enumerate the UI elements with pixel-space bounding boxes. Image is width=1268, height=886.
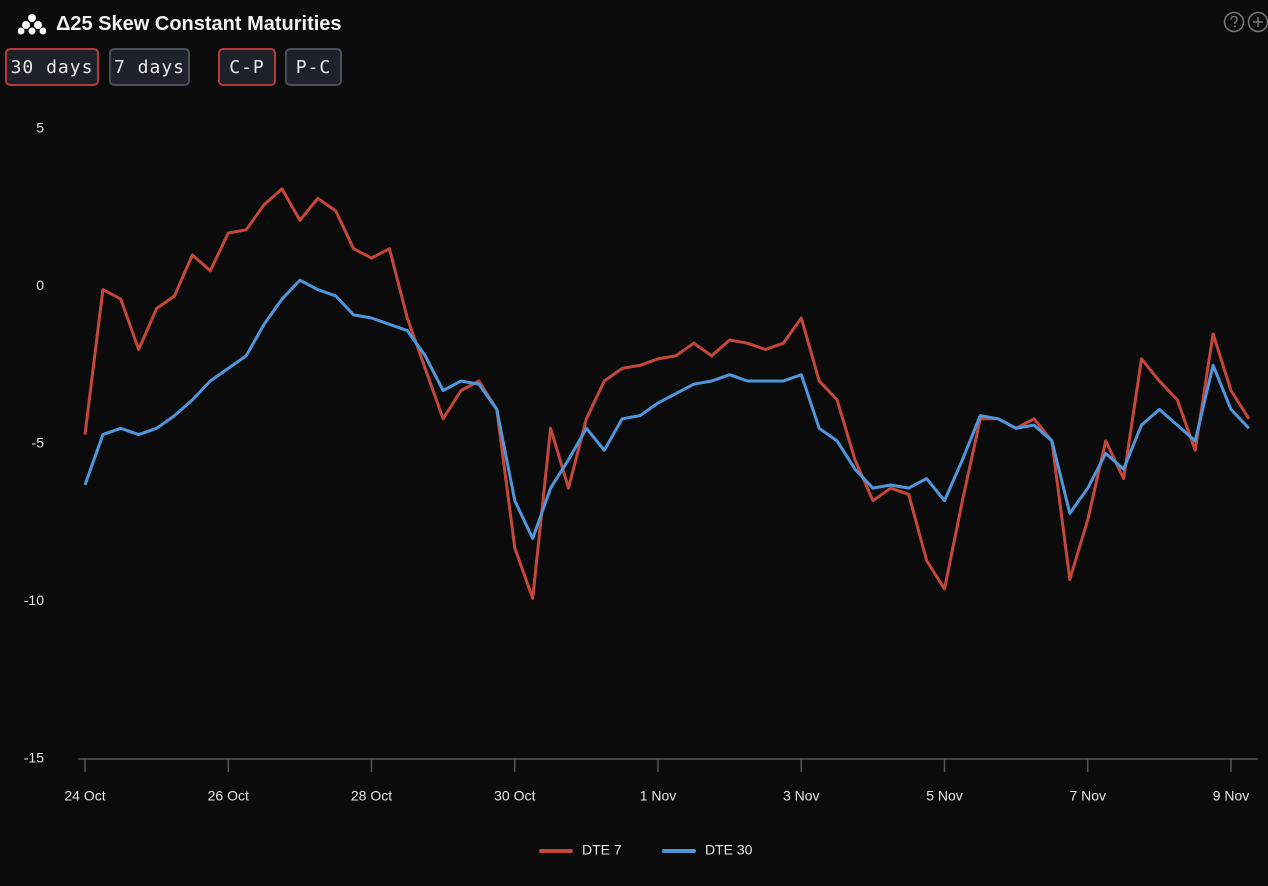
x-tick-label: 24 Oct bbox=[64, 788, 105, 804]
y-tick-label: -5 bbox=[32, 435, 45, 451]
x-tick-label: 28 Oct bbox=[351, 788, 392, 804]
x-tick-label: 3 Nov bbox=[783, 788, 820, 804]
y-tick-label: 0 bbox=[36, 277, 44, 293]
x-tick-label: 30 Oct bbox=[494, 788, 535, 804]
x-tick-label: 7 Nov bbox=[1069, 788, 1106, 804]
line-series bbox=[83, 278, 1250, 540]
y-tick-label: -10 bbox=[24, 592, 44, 608]
title: Δ25 Skew Constant Maturities bbox=[56, 12, 342, 35]
legend-label: DTE 30 bbox=[705, 842, 753, 858]
button[interactable]: C-P bbox=[218, 48, 276, 86]
help-icons[interactable] bbox=[1222, 10, 1268, 34]
button[interactable]: P-C bbox=[285, 48, 342, 86]
y-tick-label: 5 bbox=[36, 120, 44, 136]
x-tick-label: 1 Nov bbox=[640, 788, 677, 804]
x-tick-label: 5 Nov bbox=[926, 788, 963, 804]
legend-label: DTE 7 bbox=[582, 842, 622, 858]
header: Δ25 Skew Constant Maturities bbox=[18, 10, 342, 38]
button[interactable]: 7 days bbox=[109, 48, 190, 86]
logo bbox=[18, 14, 46, 35]
x-tick-label: 9 Nov bbox=[1213, 788, 1250, 804]
x-tick-label: 26 Oct bbox=[208, 788, 249, 804]
y-tick-label: -15 bbox=[24, 750, 44, 766]
button[interactable]: 30 days bbox=[5, 48, 99, 86]
line-series bbox=[83, 187, 1251, 600]
